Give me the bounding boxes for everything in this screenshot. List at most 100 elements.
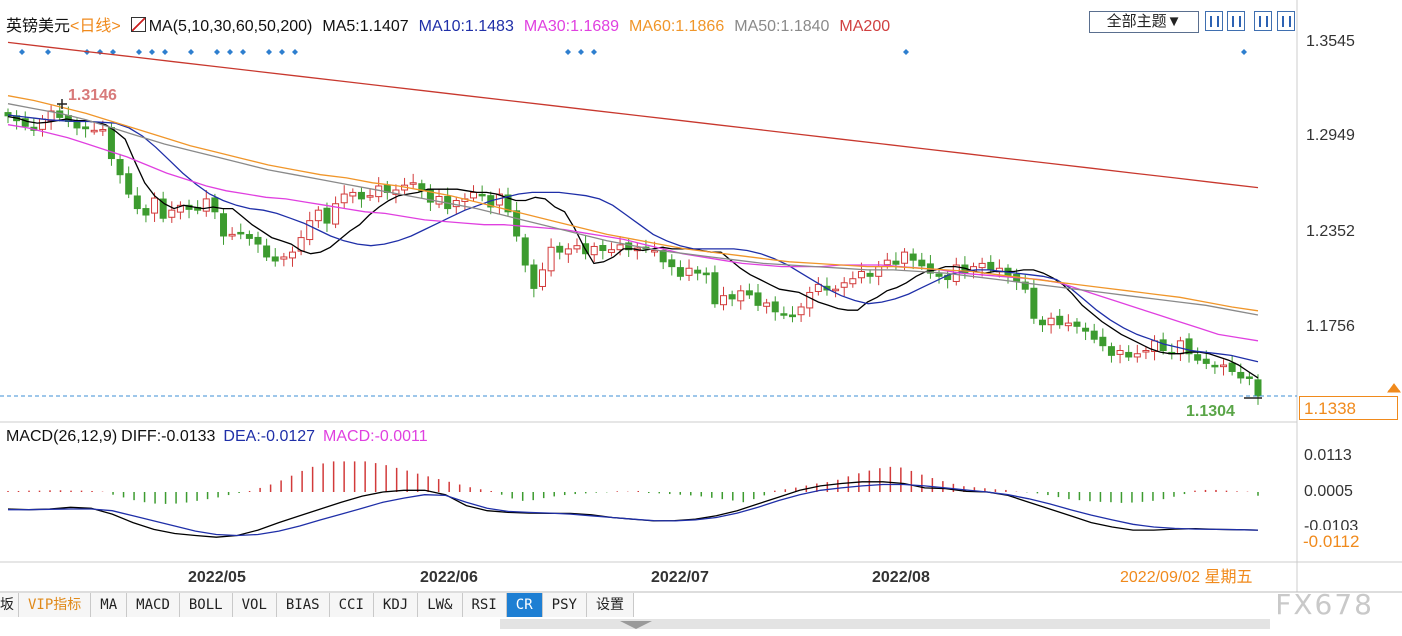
tab-lw[interactable]: LW& (418, 593, 463, 617)
ma-line-ma10 (7, 114, 1259, 363)
play-icon[interactable] (1254, 11, 1272, 31)
high-label: 1.3146 (68, 87, 117, 104)
candle-down (211, 197, 219, 213)
tab-cci[interactable]: CCI (329, 593, 374, 617)
candle-up (806, 291, 814, 309)
candle-down (1090, 330, 1098, 340)
signal-dot (110, 49, 116, 55)
theme-selector-button[interactable]: 全部主题▼ (1089, 11, 1199, 33)
tab-psy[interactable]: PSY (542, 593, 587, 617)
candle-up (1116, 350, 1124, 355)
candle-down (133, 195, 141, 210)
candle-down (82, 126, 90, 130)
tab-vip[interactable]: VIP指标 (19, 593, 92, 617)
candle-down (1194, 354, 1202, 361)
price-tick: 1.2352 (1306, 223, 1355, 240)
candle-down (745, 290, 753, 296)
indicator-tabs: 坂 VIP指标 MA MACD BOLL VOL BIAS CCI KDJ LW… (0, 593, 634, 617)
candle-down (1185, 338, 1193, 355)
signal-dot (19, 49, 25, 55)
candle-up (857, 270, 865, 279)
macd-tick: 0.0005 (1304, 483, 1353, 500)
tab-bias[interactable]: BIAS (276, 593, 330, 617)
macd-line-dea (8, 483, 1259, 537)
ma60-value: MA60:1.1866 (629, 18, 725, 35)
candle-down (323, 207, 331, 224)
candle-down (125, 173, 133, 195)
signal-markers (19, 49, 1247, 55)
candle-up (763, 302, 771, 307)
signal-dot (565, 49, 571, 55)
candle-down (676, 267, 684, 277)
candle-up (875, 266, 883, 277)
candle-down (504, 194, 512, 213)
candle-up (38, 118, 46, 130)
candle-down (1073, 321, 1081, 327)
candle-up (151, 197, 159, 214)
candle-down (702, 272, 710, 276)
ma30-value: MA30:1.1689 (523, 18, 620, 35)
candle-down (918, 259, 926, 267)
tab-partial[interactable]: 坂 (0, 593, 19, 617)
signal-dot (1241, 49, 1247, 55)
candle-down (754, 292, 762, 306)
candle-up (314, 209, 322, 222)
candle-up (349, 191, 357, 197)
candle-up (832, 288, 840, 292)
tab-vol[interactable]: VOL (232, 593, 277, 617)
tab-ma[interactable]: MA (91, 593, 128, 617)
tab-settings[interactable]: 设置 (586, 593, 634, 617)
candle-up (607, 249, 615, 253)
price-tick: 1.2949 (1306, 127, 1355, 144)
candle-up (90, 129, 98, 133)
scroll-down-arrow-icon[interactable] (620, 621, 652, 629)
candle-down (1082, 327, 1090, 332)
tab-boll[interactable]: BOLL (179, 593, 233, 617)
candle-down (625, 242, 633, 251)
ma10-value: MA10:1.1483 (418, 18, 514, 35)
candle-down (780, 313, 788, 316)
macd-legend: MACD(26,12,9) DIFF:-0.0133 DEA:-0.0127 MACD… (6, 428, 436, 446)
candle-down (1159, 339, 1167, 352)
candle-up (978, 262, 986, 269)
candle-down (1125, 351, 1133, 358)
candle-up (840, 282, 848, 288)
date-tick: 2022/07 (651, 569, 709, 586)
candle-down (1245, 376, 1253, 379)
candle-up (332, 203, 340, 225)
candle-down (478, 193, 486, 197)
signal-dot (591, 49, 597, 55)
candle-icon[interactable] (1227, 11, 1245, 31)
macd-diff: DIFF:-0.0133 (121, 428, 216, 445)
tab-rsi[interactable]: RSI (462, 593, 507, 617)
candle-down (694, 269, 702, 274)
horizontal-scrollbar[interactable] (500, 619, 1270, 629)
candle-down (728, 294, 736, 300)
tab-kdj[interactable]: KDJ (373, 593, 419, 617)
ma-line-ma200 (7, 41, 1259, 189)
candle-up (573, 245, 581, 250)
tab-cr[interactable]: CR (506, 593, 543, 617)
candle-down (771, 301, 779, 313)
macd-label: MACD(26,12,9) (6, 428, 118, 445)
macd-dea: DEA:-0.0127 (223, 428, 316, 445)
signal-dot (162, 49, 168, 55)
candle-up (202, 198, 210, 212)
watermark-logo: FX678 (1275, 588, 1374, 621)
fast-forward-icon[interactable] (1277, 11, 1295, 31)
candle-up (814, 283, 822, 292)
symbol-name[interactable]: 英镑美元 (6, 18, 71, 35)
signal-dot (903, 49, 909, 55)
candle-down (220, 213, 228, 237)
tab-macd[interactable]: MACD (127, 593, 180, 617)
candle-up (435, 195, 443, 205)
candle-down (1056, 315, 1064, 326)
ma-chart-icon (130, 17, 146, 32)
macd-histogram (7, 461, 1259, 504)
candle-down (263, 245, 271, 258)
crosshair-icon[interactable] (1205, 11, 1223, 31)
candle-up (409, 182, 417, 185)
period-label[interactable]: <日线> (70, 18, 121, 35)
signal-dot (266, 49, 272, 55)
